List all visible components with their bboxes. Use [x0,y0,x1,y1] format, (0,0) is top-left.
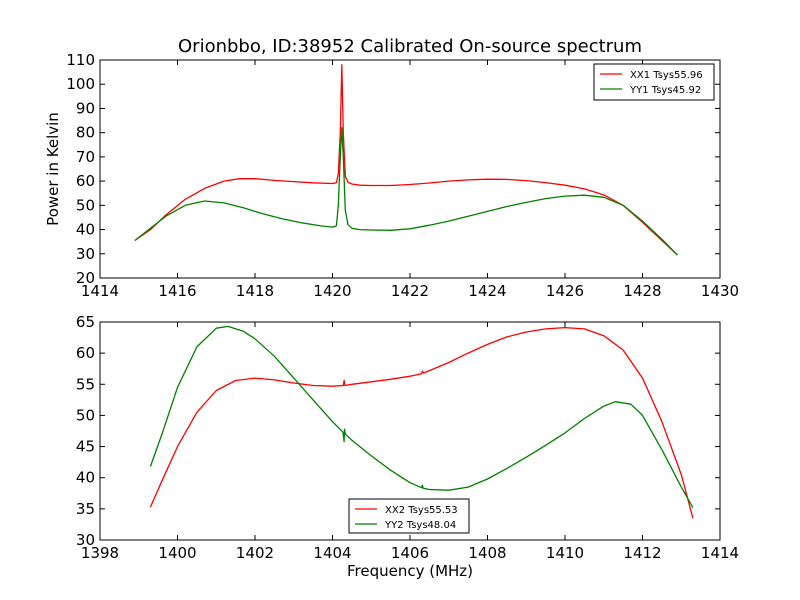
x-tick-label: 1430 [701,282,739,300]
series-line-bottom-1 [149,326,694,519]
legend-entry: YY1 Tsys45.92 [629,85,701,96]
y-tick-label: 40 [76,221,95,239]
x-tick-label: 1406 [391,544,429,562]
y-tick-label: 55 [76,375,95,393]
y-tick-label: 50 [76,196,95,214]
y-tick-label: 65 [76,313,95,331]
x-tick-label: 1416 [158,282,196,300]
legend-entry: XX1 Tsys55.96 [630,70,703,81]
y-tick-label: 50 [76,406,95,424]
y-tick-label: 100 [66,75,95,93]
x-tick-label: 1424 [468,282,506,300]
y-axis-label: Power in Kelvin [44,112,62,226]
legend-entry: YY2 Tsys48.04 [384,520,456,531]
x-tick-label: 1398 [81,544,119,562]
y-tick-label: 60 [76,344,95,362]
top-plot-panel: 1414 1416 1418 1420 1422 1424 1426 1428 1430 20 30… [44,51,739,300]
y-tick-label: 90 [76,99,95,117]
x-tick-label: 1400 [158,544,196,562]
y-tick-label: 30 [76,245,95,263]
y-tick-label: 20 [76,269,95,287]
y-tick-label: 35 [76,500,95,518]
series-line-top-1 [134,64,678,256]
y-tick-label: 30 [76,531,95,549]
x-tick-label: 1414 [701,544,739,562]
y-tick-label: 70 [76,148,95,166]
x-tick-label: 1410 [546,544,584,562]
x-tick-label: 1408 [468,544,506,562]
x-tick-label: 1418 [236,282,274,300]
bottom-plot-panel: 1398 1400 1402 1404 1406 1408 1410 1412 1414 30 35… [76,313,739,580]
figure-title: Orionbbo, ID:38952 Calibrated On-source … [178,36,642,57]
legend-box [593,63,715,101]
x-tick-label: 1420 [313,282,351,300]
series-line-bottom-2 [149,325,694,508]
y-tick-label: 60 [76,172,95,190]
x-tick-label: 1426 [546,282,584,300]
legend-box [348,498,470,534]
x-tick-label: 1402 [236,544,274,562]
legend-entry: XX2 Tsys55.53 [385,505,458,516]
y-tick-label: 110 [66,51,95,69]
y-tick-label: 45 [76,438,95,456]
x-tick-label: 1414 [81,282,119,300]
x-tick-label: 1428 [623,282,661,300]
x-tick-label: 1412 [623,544,661,562]
y-tick-label: 40 [76,469,95,487]
series-line-top-2 [134,127,678,256]
y-tick-label: 80 [76,124,95,142]
x-tick-label: 1422 [391,282,429,300]
x-tick-label: 1404 [313,544,351,562]
x-axis-label: Frequency (MHz) [347,562,473,580]
